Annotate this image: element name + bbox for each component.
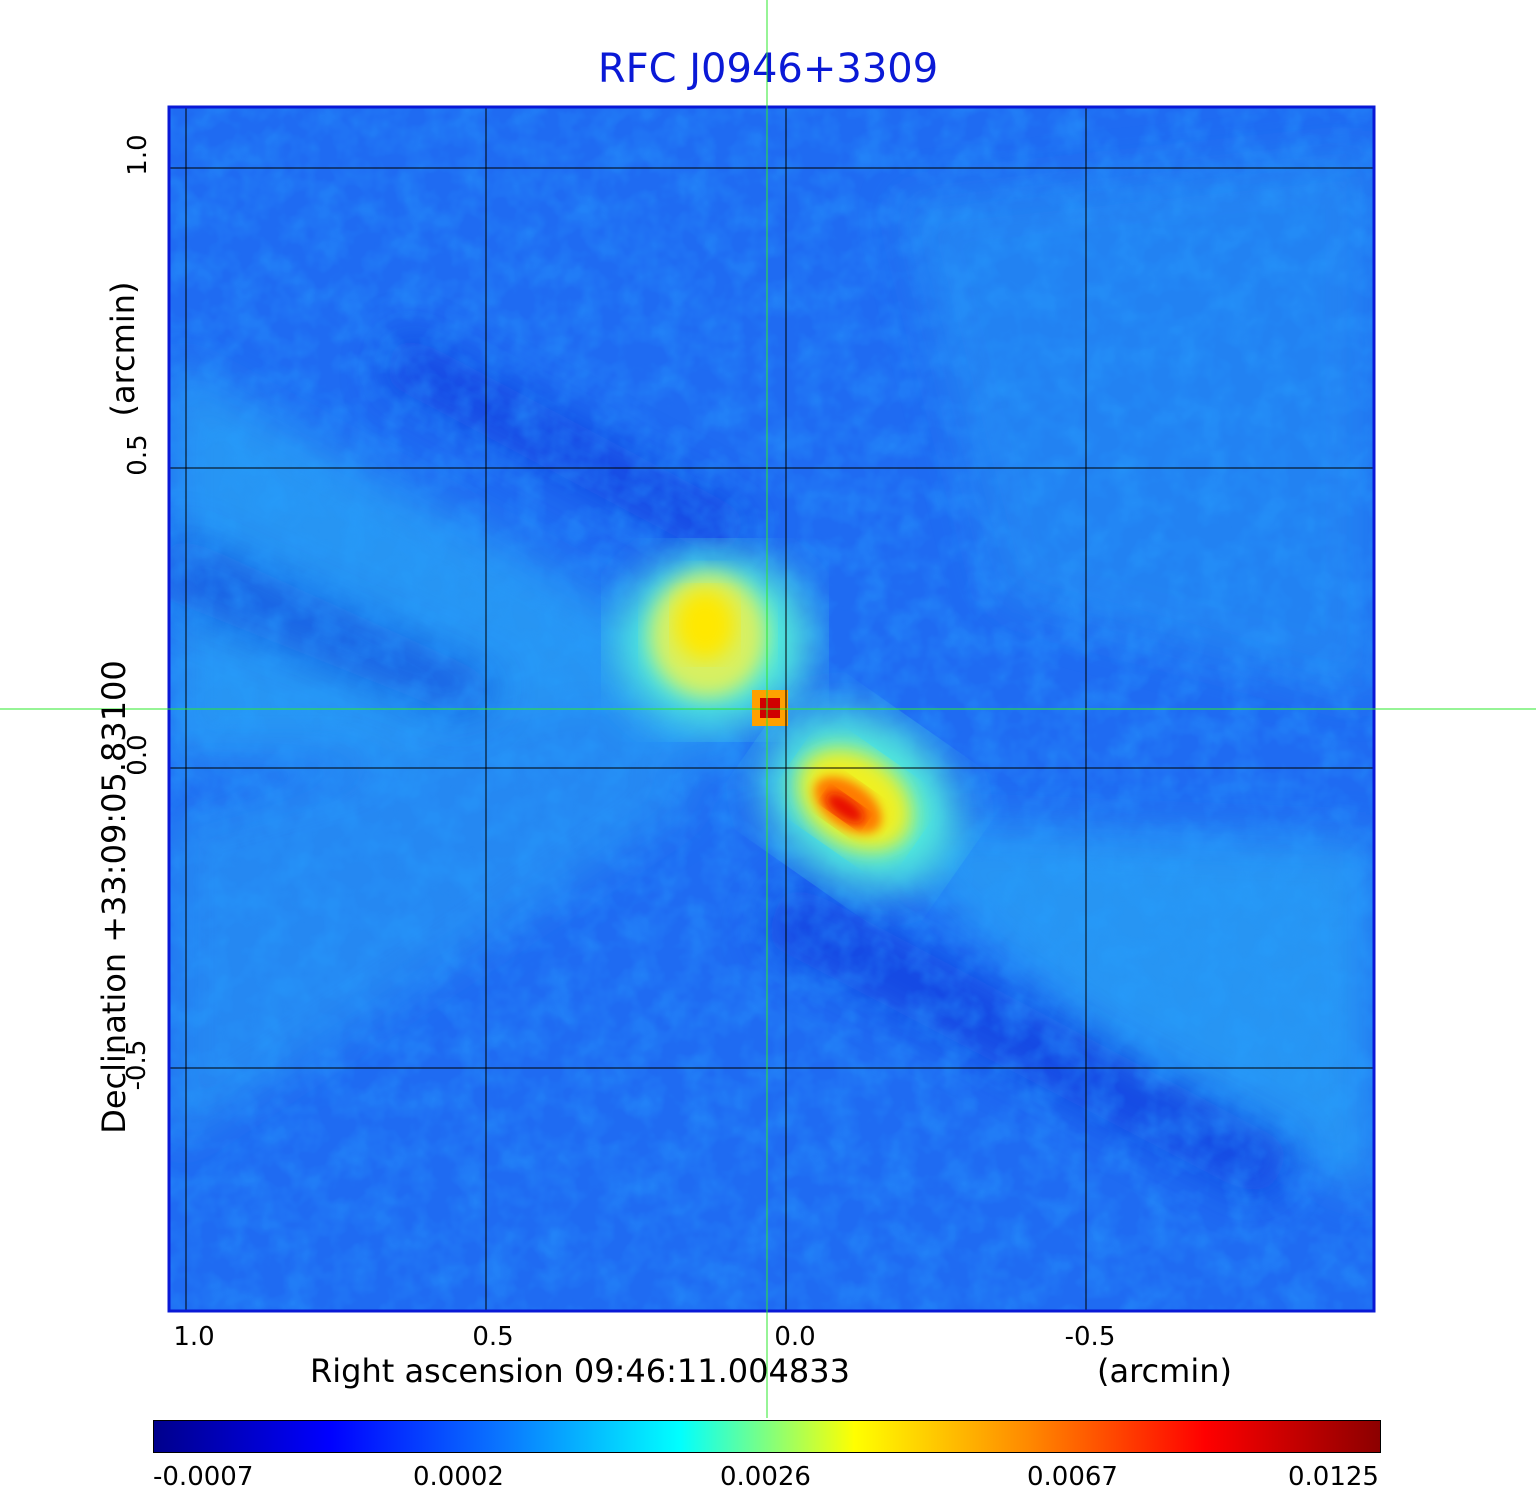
x-axis-units-label: (arcmin) — [1097, 1352, 1232, 1390]
lower-lobe — [766, 712, 954, 888]
colorbar — [153, 1420, 1381, 1453]
crosshair — [0, 0, 1536, 1418]
y-axis-units-label: (arcmin) — [104, 281, 142, 417]
colorbar-tick-label: 0.0125 — [1288, 1462, 1379, 1492]
x-axis-label: Right ascension 09:46:11.004833 — [310, 1352, 850, 1390]
core — [752, 690, 788, 726]
y-tick-label: 1.0 — [123, 134, 153, 176]
y-axis-label: Declination +33:09:05.83100 — [95, 660, 133, 1134]
x-tick-label: 1.0 — [173, 1322, 215, 1352]
colorbar-tick-label: 0.0002 — [413, 1462, 504, 1492]
x-tick-label: 0.5 — [472, 1322, 514, 1352]
colorbar-tick-label: 0.0067 — [1027, 1462, 1118, 1492]
colorbar-tick-label: -0.0007 — [153, 1462, 254, 1492]
colorbar-tick-label: 0.0026 — [720, 1462, 811, 1492]
upper-lobe — [620, 555, 810, 725]
plot-title: RFC J0946+3309 — [597, 46, 939, 92]
x-tick-label: -0.5 — [1064, 1322, 1116, 1352]
x-tick-label: 0.0 — [774, 1322, 816, 1352]
